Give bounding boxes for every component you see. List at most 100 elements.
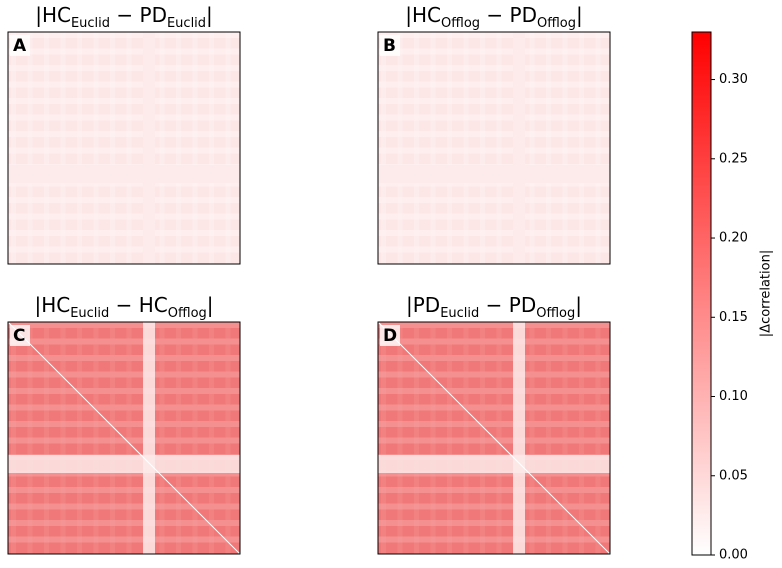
band <box>378 455 610 473</box>
texture-row <box>378 32 610 38</box>
texture-col <box>595 32 601 264</box>
band <box>143 32 155 264</box>
panel-letter: B <box>383 36 396 56</box>
title-subscript: Offlog <box>168 306 207 321</box>
texture-row <box>8 404 240 411</box>
texture-col <box>126 32 132 264</box>
texture-col <box>562 32 568 264</box>
texture-row <box>8 520 240 526</box>
texture-row <box>378 81 610 88</box>
texture-row <box>378 213 610 220</box>
letter-box <box>380 35 400 56</box>
texture-row <box>8 131 240 137</box>
texture-col <box>126 322 132 554</box>
texture-row <box>8 65 240 71</box>
tick-label: 0.20 <box>719 231 748 246</box>
frame <box>377 31 611 265</box>
texture-row <box>378 503 610 510</box>
texture-row <box>8 470 240 477</box>
texture-col <box>176 322 181 554</box>
tick-label: 0.00 <box>719 548 748 563</box>
texture-row <box>378 355 610 361</box>
texture-row <box>378 98 610 104</box>
panel-title: |HCEuclid − PDEuclid| <box>35 3 213 31</box>
texture-row <box>378 230 610 236</box>
texture-row <box>8 81 240 88</box>
letter-box <box>380 325 400 346</box>
texture-row <box>378 388 610 394</box>
panel-letter: C <box>13 326 25 346</box>
title-subscript: Offlog <box>537 16 576 31</box>
panel-title: |PDEuclid − PDOfflog| <box>406 293 582 321</box>
title-text: − HC <box>109 293 167 317</box>
texture-row <box>378 371 610 378</box>
heatmap: B |HCOfflog − PDOfflog| <box>377 3 611 265</box>
texture-col <box>529 322 535 554</box>
texture-row <box>378 322 610 328</box>
texture-row <box>8 147 240 154</box>
title-text: |HC <box>405 3 441 27</box>
texture-row <box>8 487 240 493</box>
band <box>8 455 240 473</box>
texture-row <box>8 437 240 444</box>
diagonal <box>377 321 611 555</box>
tick-label: 0.05 <box>719 468 748 483</box>
panel-letter: A <box>13 36 27 56</box>
title-text: |HC <box>34 293 70 317</box>
panel-title: |HCOfflog − PDOfflog| <box>405 3 582 31</box>
texture-row <box>8 197 240 203</box>
texture-row <box>8 246 240 253</box>
heatmap: C |HCEuclid − HCOfflog| <box>7 293 241 555</box>
texture-row <box>8 338 240 345</box>
texture-col <box>562 322 568 554</box>
texture-row <box>8 421 240 427</box>
title-subscript: Euclid <box>70 306 109 321</box>
texture-row <box>8 32 240 38</box>
texture-row <box>8 48 240 55</box>
texture-col <box>529 32 535 264</box>
texture-row <box>8 536 240 543</box>
texture-row <box>8 388 240 394</box>
band <box>8 165 240 183</box>
texture-row <box>8 322 240 328</box>
frame <box>377 321 611 555</box>
texture-row <box>378 48 610 55</box>
texture-row <box>8 230 240 236</box>
texture-col <box>595 322 601 554</box>
tick-label: 0.10 <box>719 389 748 404</box>
texture-row <box>378 470 610 477</box>
band <box>513 322 525 554</box>
texture-col <box>225 322 231 554</box>
band <box>513 32 525 264</box>
title-text: | <box>206 3 213 27</box>
title-subscript: Euclid <box>71 16 110 31</box>
letter-box <box>10 35 30 56</box>
texture-col <box>546 322 551 554</box>
texture-row <box>8 213 240 220</box>
panel-title: |HCEuclid − HCOfflog| <box>34 293 213 321</box>
letter-box <box>10 325 30 346</box>
title-subscript: Offlog <box>536 306 575 321</box>
heatmap: A|HCEuclid − PDEuclid| <box>7 3 241 265</box>
texture-row <box>378 338 610 345</box>
texture-row <box>8 355 240 361</box>
title-text: | <box>207 293 214 317</box>
texture-col <box>496 322 502 554</box>
texture-row <box>8 371 240 378</box>
texture-row <box>8 98 240 104</box>
tick-label: 0.25 <box>719 151 748 166</box>
title-text: | <box>575 293 582 317</box>
texture-row <box>8 503 240 510</box>
texture-row <box>378 197 610 203</box>
texture-col <box>579 32 584 264</box>
colorbar <box>691 31 712 556</box>
texture-row <box>378 421 610 427</box>
texture-row <box>378 487 610 493</box>
title-subscript: Offlog <box>441 16 480 31</box>
texture-row <box>378 404 610 411</box>
texture-col <box>192 322 198 554</box>
texture-col <box>209 32 214 264</box>
texture-row <box>378 131 610 137</box>
frame <box>7 31 241 265</box>
